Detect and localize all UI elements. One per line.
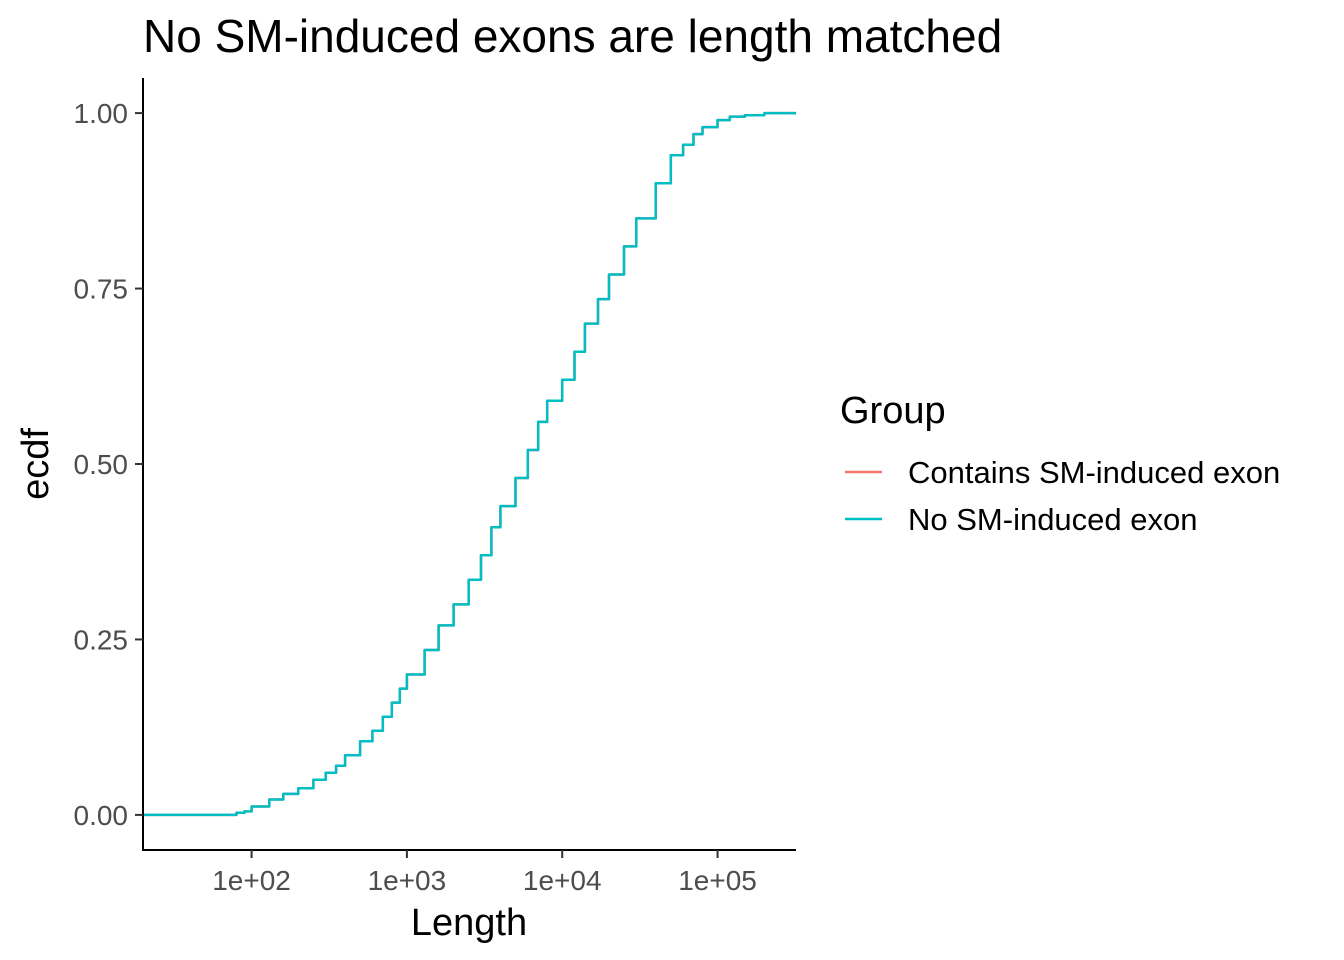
- x-tick-label: 1e+02: [212, 865, 291, 896]
- series-layer: [143, 111, 796, 817]
- y-tick-label: 0.50: [74, 449, 129, 480]
- legend-title: Group: [840, 390, 946, 432]
- legend-entries: Contains SM-induced exon No SM-induced ex…: [845, 455, 1280, 537]
- chart-title: No SM-induced exons are length matched: [143, 10, 1002, 62]
- y-tick-label: 0.25: [74, 624, 129, 655]
- y-ticks: 0.00 0.25 0.50 0.75 1.00: [74, 98, 143, 831]
- y-tick-label: 0.00: [74, 800, 129, 831]
- legend: Group Contains SM-induced exon No SM-indu…: [840, 390, 1280, 537]
- legend-label-no-sm-induced-exon: No SM-induced exon: [908, 502, 1198, 537]
- x-tick-label: 1e+04: [523, 865, 602, 896]
- y-tick-label: 1.00: [74, 98, 129, 129]
- series-line-no-sm-induced-exon: [143, 111, 796, 817]
- x-tick-label: 1e+05: [678, 865, 757, 896]
- y-tick-label: 0.75: [74, 274, 129, 305]
- plot-area: 1e+02 1e+03 1e+04 1e+05 0.00 0.25 0.50 0.75 1.0…: [74, 78, 796, 896]
- legend-label-contains-sm-induced-exon: Contains SM-induced exon: [908, 455, 1280, 490]
- y-axis-title: ecdf: [15, 428, 57, 500]
- x-axis-title: Length: [411, 902, 527, 944]
- series-line-contains-sm-induced-exon: [143, 111, 796, 817]
- x-ticks: 1e+02 1e+03 1e+04 1e+05: [212, 850, 757, 896]
- x-tick-label: 1e+03: [368, 865, 447, 896]
